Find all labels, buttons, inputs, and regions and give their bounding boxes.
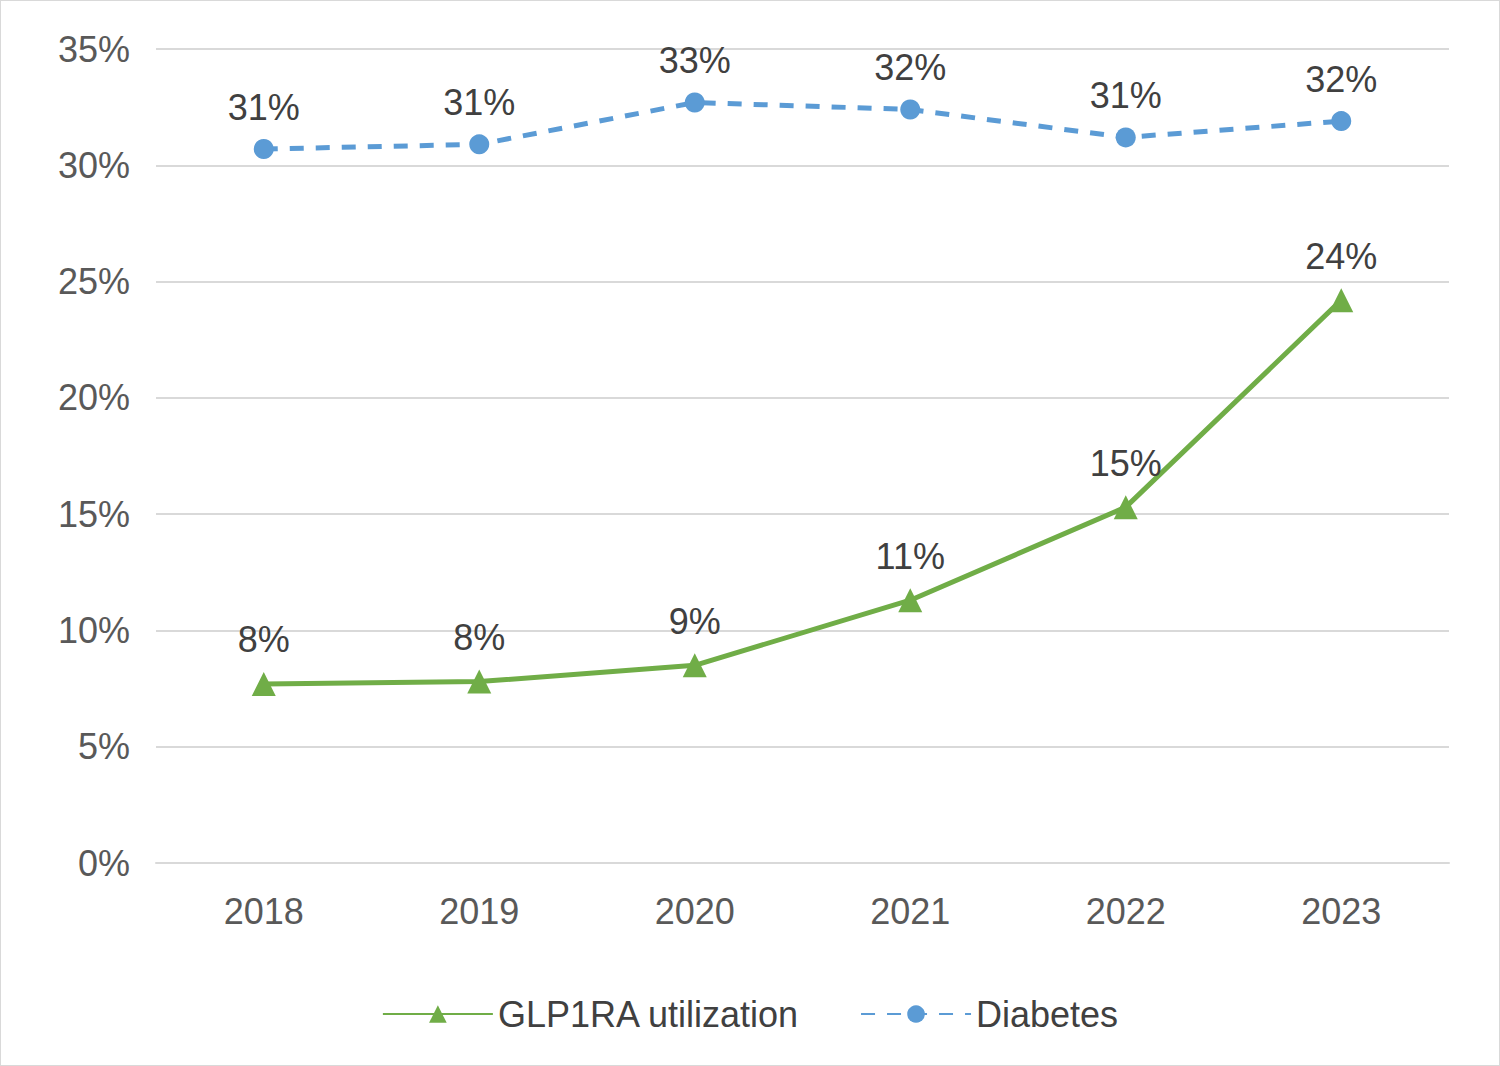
svg-text:9%: 9% bbox=[669, 601, 721, 642]
svg-text:2019: 2019 bbox=[439, 891, 519, 932]
svg-text:35%: 35% bbox=[58, 29, 130, 70]
svg-text:10%: 10% bbox=[58, 610, 130, 651]
svg-text:25%: 25% bbox=[58, 261, 130, 302]
svg-text:31%: 31% bbox=[443, 82, 515, 123]
svg-text:2023: 2023 bbox=[1301, 891, 1381, 932]
svg-text:30%: 30% bbox=[58, 145, 130, 186]
svg-text:20%: 20% bbox=[58, 377, 130, 418]
svg-text:31%: 31% bbox=[228, 87, 300, 128]
svg-text:32%: 32% bbox=[874, 47, 946, 88]
svg-text:8%: 8% bbox=[453, 617, 505, 658]
svg-text:33%: 33% bbox=[659, 40, 731, 81]
svg-text:11%: 11% bbox=[876, 536, 945, 577]
svg-text:Diabetes: Diabetes bbox=[976, 994, 1118, 1035]
svg-text:2021: 2021 bbox=[870, 891, 950, 932]
svg-text:8%: 8% bbox=[238, 619, 290, 660]
svg-text:2020: 2020 bbox=[655, 891, 735, 932]
svg-text:2018: 2018 bbox=[224, 891, 304, 932]
svg-text:32%: 32% bbox=[1305, 59, 1377, 100]
svg-text:GLP1RA utilization: GLP1RA utilization bbox=[498, 994, 798, 1035]
svg-text:2022: 2022 bbox=[1086, 891, 1166, 932]
svg-text:5%: 5% bbox=[78, 726, 130, 767]
svg-text:0%: 0% bbox=[78, 843, 130, 884]
svg-text:15%: 15% bbox=[58, 494, 130, 535]
svg-text:15%: 15% bbox=[1090, 443, 1162, 484]
svg-text:31%: 31% bbox=[1090, 75, 1162, 116]
svg-text:24%: 24% bbox=[1305, 236, 1377, 277]
